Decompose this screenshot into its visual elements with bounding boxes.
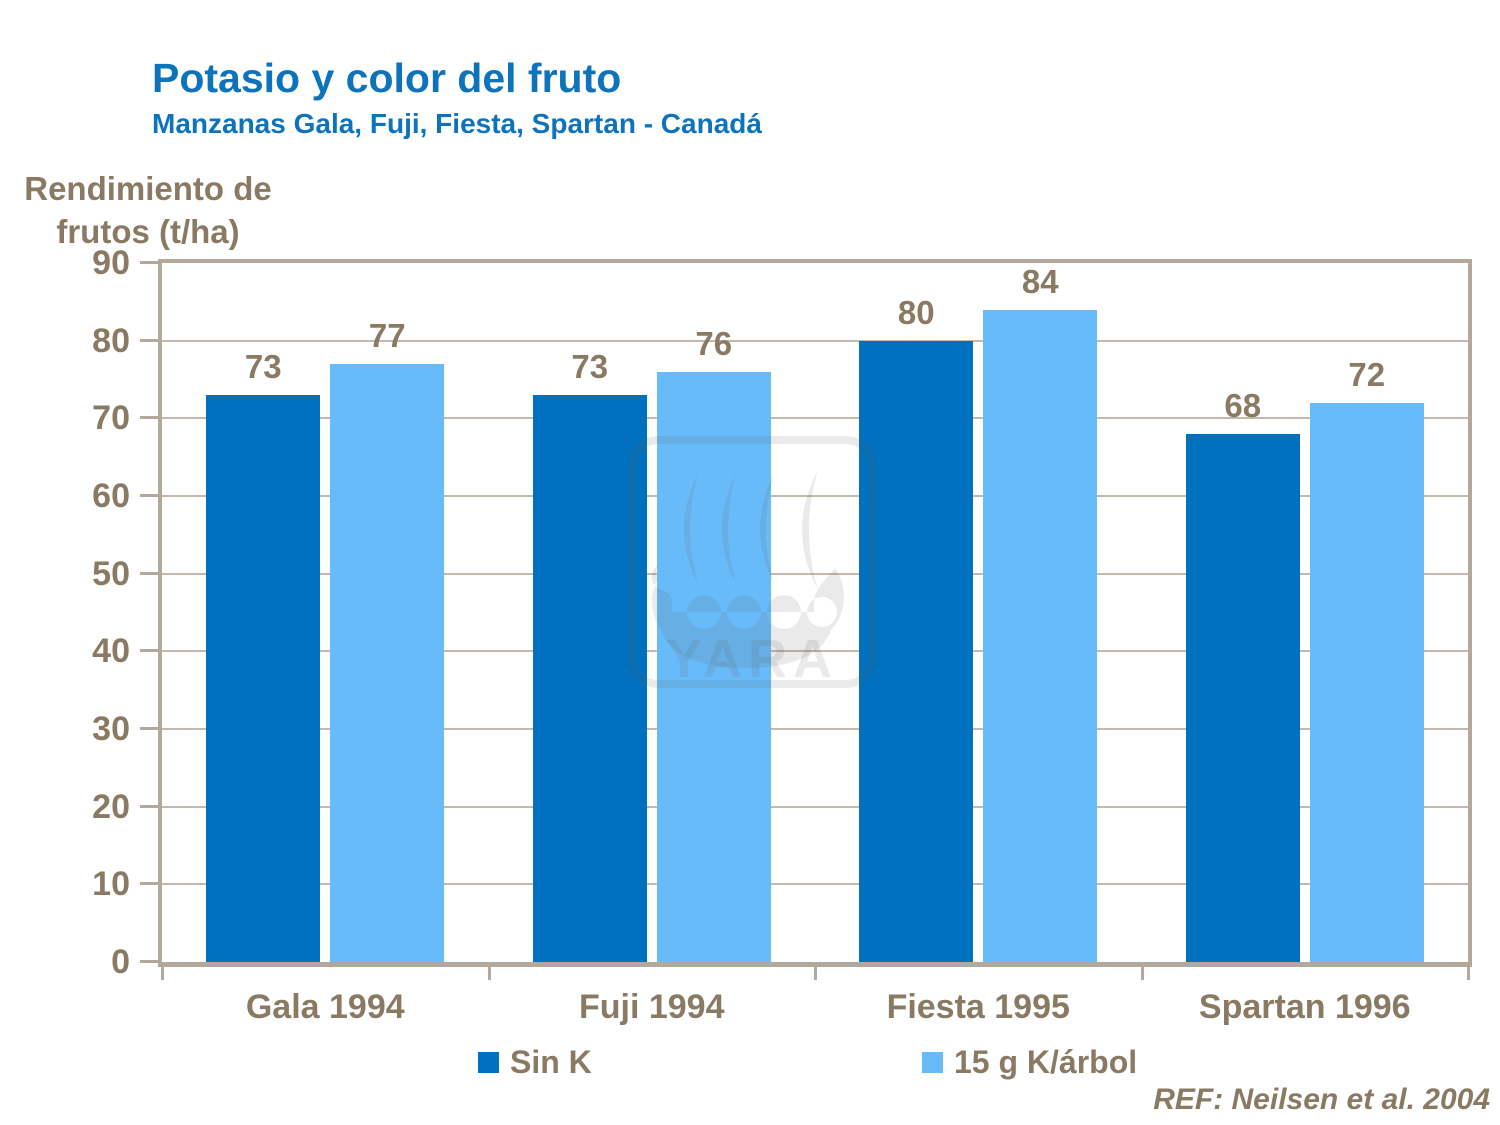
y-tick-label: 80 (92, 321, 130, 360)
bar-data-label: 68 (1224, 386, 1262, 424)
y-tick-label: 0 (111, 943, 130, 981)
legend-item-sin-k: Sin K (478, 1044, 592, 1081)
y-tick-mark (140, 727, 159, 730)
x-tick-mark (1140, 967, 1144, 980)
bar-data-label: 73 (244, 348, 282, 386)
plot-area (158, 259, 1472, 967)
x-tick-mark (161, 967, 164, 980)
y-tick-mark (140, 960, 159, 963)
bar-15-g-k/árbol (330, 363, 445, 962)
bar-data-label: 73 (571, 348, 609, 386)
bar-data-label: 80 (897, 293, 935, 331)
bar-15-g-k/árbol (1309, 402, 1424, 962)
legend-item-15-g-k/árbol: 15 g K/árbol (922, 1044, 1137, 1081)
x-category-label: Fiesta 1995 (886, 988, 1070, 1026)
y-axis-title-line: Rendimiento de (24, 170, 272, 207)
y-tick-mark (140, 416, 159, 420)
bar-data-label: 84 (1021, 262, 1059, 300)
y-axis-title-line: frutos (t/ha) (56, 212, 240, 250)
y-tick-label: 50 (92, 554, 130, 593)
legend-label: Sin K (510, 1044, 592, 1080)
y-tick-mark (140, 494, 159, 497)
chart-subtitle: Manzanas Gala, Fuji, Fiesta, Spartan - C… (152, 108, 762, 140)
gridline (162, 650, 1468, 653)
x-tick-mark (487, 967, 491, 980)
y-tick-mark (140, 261, 159, 264)
bar-15-g-k/árbol (983, 309, 1098, 962)
y-tick-label: 70 (92, 399, 130, 438)
x-category-label: Fuji 1994 (578, 988, 725, 1026)
x-category-label: Gala 1994 (245, 988, 405, 1026)
title-block: Potasio y color del fruto Manzanas Gala,… (152, 55, 762, 140)
y-tick-label: 30 (92, 710, 130, 748)
y-tick-label: 40 (92, 632, 130, 671)
bar-data-label: 76 (695, 324, 733, 362)
x-tick-mark (1467, 967, 1470, 980)
y-tick-label: 90 (92, 244, 130, 282)
bar-15-g-k/árbol (656, 371, 771, 962)
y-tick-mark (140, 338, 159, 342)
gridline (162, 572, 1468, 575)
bar-data-label: 77 (368, 316, 406, 354)
gridline (162, 805, 1468, 808)
legend-label: 15 g K/árbol (954, 1044, 1138, 1080)
gridline (162, 339, 1468, 342)
chart-title: Potasio y color del fruto (152, 55, 622, 101)
y-tick-mark (140, 649, 159, 653)
bar-sin-k (206, 395, 321, 962)
reference-citation: REF: Neilsen et al. 2004 (1153, 1083, 1490, 1116)
x-tick-mark (814, 967, 817, 980)
gridline (162, 417, 1468, 420)
bar-sin-k (1185, 433, 1300, 962)
gridline (162, 883, 1468, 886)
y-axis-title: Rendimiento de frutos (t/ha) (0, 168, 296, 254)
gridline (162, 728, 1468, 730)
bar-data-label: 72 (1348, 355, 1386, 393)
y-tick-mark (140, 571, 159, 575)
bar-sin-k (532, 395, 647, 962)
legend-swatch (478, 1052, 499, 1073)
y-tick-mark (140, 882, 159, 886)
gridline (162, 495, 1468, 497)
bar-sin-k (859, 340, 974, 962)
legend-swatch (922, 1052, 943, 1073)
y-tick-label: 10 (92, 865, 130, 904)
y-tick-label: 60 (92, 477, 130, 515)
x-category-label: Spartan 1996 (1198, 988, 1411, 1026)
y-tick-mark (140, 804, 159, 808)
y-tick-label: 20 (92, 787, 130, 826)
